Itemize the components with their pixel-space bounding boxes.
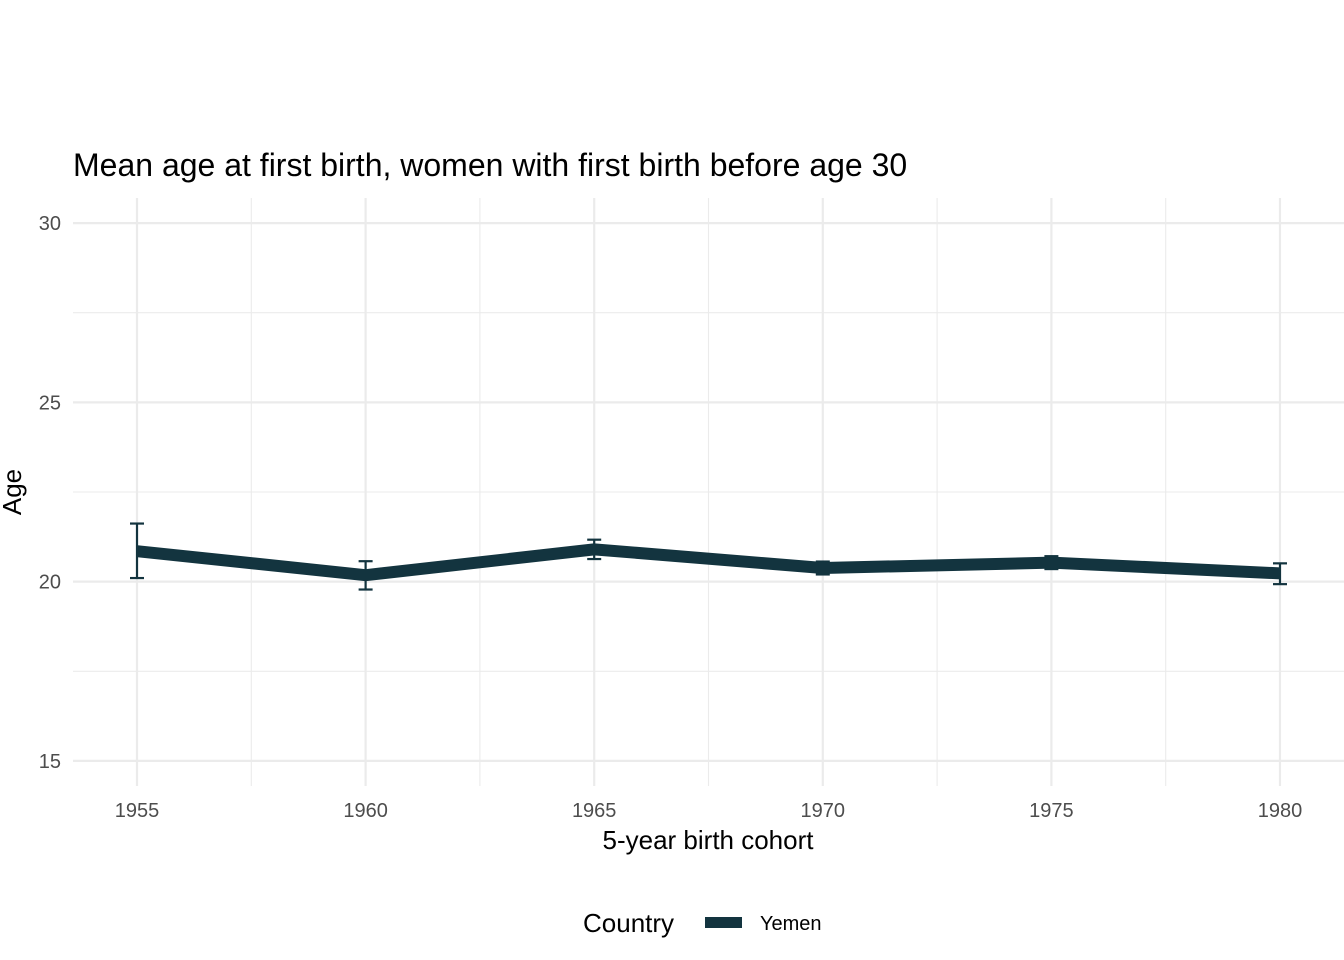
- chart-title: Mean age at first birth, women with firs…: [73, 147, 907, 183]
- legend-key-yemen: [705, 917, 742, 928]
- error-bar: [1272, 562, 1287, 586]
- y-tick-label: 15: [39, 751, 61, 773]
- x-tick-label: 1965: [572, 800, 617, 822]
- y-axis-ticks: 15 20 25 30: [39, 213, 61, 773]
- y-tick-label: 20: [39, 572, 61, 594]
- error-bar: [130, 522, 145, 580]
- series-line-yemen: [136, 543, 1281, 582]
- y-tick-label: 30: [39, 213, 61, 235]
- series-lines: [136, 543, 1281, 582]
- y-tick-label: 25: [39, 392, 61, 414]
- x-tick-label: 1955: [115, 800, 160, 822]
- legend-label-yemen: Yemen: [760, 913, 822, 935]
- x-tick-label: 1980: [1258, 800, 1303, 822]
- x-axis-title: 5-year birth cohort: [603, 825, 815, 855]
- legend-title: Country: [583, 908, 674, 938]
- x-tick-label: 1970: [801, 800, 846, 822]
- legend: Country Yemen: [583, 908, 822, 938]
- x-axis-ticks: 1955 1960 1965 1970 1975 1980: [115, 800, 1302, 822]
- x-tick-label: 1960: [343, 800, 388, 822]
- x-tick-label: 1975: [1029, 800, 1074, 822]
- y-axis-title: Age: [0, 469, 27, 515]
- grid: [73, 198, 1344, 786]
